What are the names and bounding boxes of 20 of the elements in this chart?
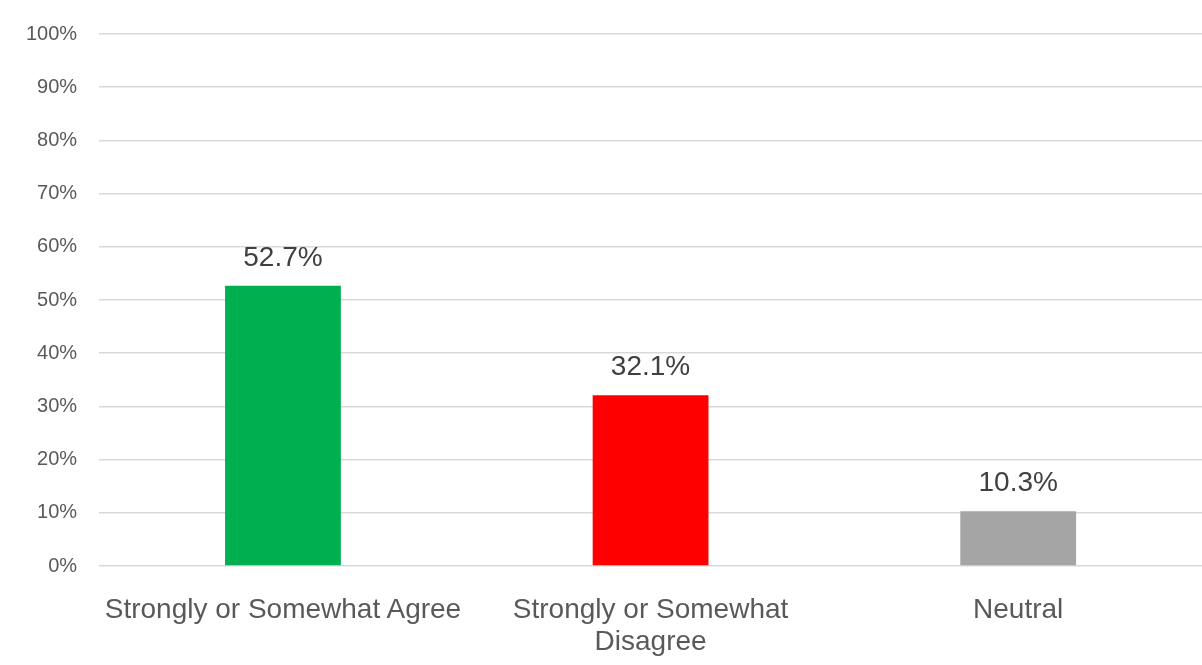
y-tick-label: 80% bbox=[37, 127, 78, 150]
data-label: 32.1% bbox=[610, 350, 691, 382]
data-label: 10.3% bbox=[978, 466, 1058, 498]
y-tick-label: 40% bbox=[37, 340, 78, 363]
bar bbox=[960, 511, 1077, 566]
y-tick-label: 10% bbox=[37, 500, 78, 523]
y-tick-label: 100% bbox=[26, 21, 78, 44]
y-tick-label: 0% bbox=[48, 553, 78, 576]
data-label: 52.7% bbox=[243, 240, 323, 272]
y-tick-label: 50% bbox=[37, 287, 78, 310]
bar bbox=[592, 395, 709, 566]
y-tick-label: 60% bbox=[37, 234, 78, 257]
bar bbox=[225, 285, 341, 566]
x-tick-label: Strongly or Somewhat Disagree bbox=[512, 592, 789, 657]
y-tick-label: 70% bbox=[37, 181, 78, 204]
y-tick-label: 20% bbox=[37, 447, 78, 470]
x-tick-label: Neutral bbox=[973, 592, 1064, 624]
y-tick-label: 30% bbox=[37, 393, 78, 416]
x-tick-label: Strongly or Somewhat Agree bbox=[104, 592, 462, 624]
y-tick-label: 90% bbox=[37, 74, 78, 97]
